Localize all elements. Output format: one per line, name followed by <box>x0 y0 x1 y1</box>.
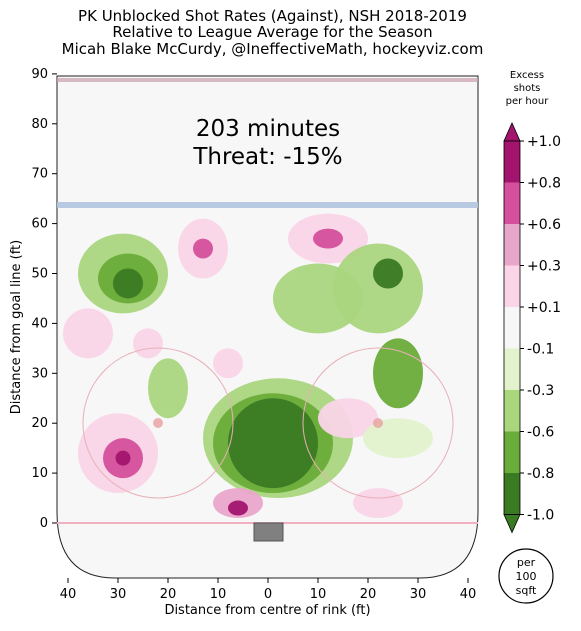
colorbar-label: +0.6 <box>527 217 561 233</box>
colorbar-label: +1.0 <box>527 134 561 150</box>
y-tick-label: 80 <box>31 117 48 132</box>
colorbar-label: +0.1 <box>527 300 561 316</box>
x-tick-label: 0 <box>264 587 272 602</box>
goal-net <box>253 522 284 542</box>
chart-title: PK Unblocked Shot Rates (Against), NSH 2… <box>78 7 467 25</box>
colorbar-title: Excess <box>510 70 544 81</box>
unit-badge: per 100 sqft <box>498 548 554 604</box>
x-tick-label: 40 <box>60 587 77 602</box>
colorbar-swatch <box>504 431 520 473</box>
y-axis: 0 10 20 30 40 50 60 70 80 90 <box>31 67 57 531</box>
heat-region <box>115 450 131 466</box>
heat-region <box>148 358 188 419</box>
colorbar-label: -0.3 <box>527 383 554 399</box>
colorbar-swatch <box>504 473 520 515</box>
rink-markings <box>57 78 478 542</box>
heat-region <box>373 258 403 289</box>
heat-region <box>228 398 318 489</box>
heat-region <box>353 488 403 519</box>
heat-region <box>313 228 343 249</box>
colorbar-label: -0.8 <box>527 466 554 482</box>
colorbar-label: -0.1 <box>527 342 554 358</box>
colorbar-label: -1.0 <box>527 508 554 524</box>
x-tick-label: 20 <box>360 587 377 602</box>
rink <box>56 75 479 579</box>
colorbar-title: per hour <box>506 96 550 107</box>
y-tick-label: 30 <box>31 366 48 381</box>
y-tick-label: 40 <box>31 316 48 331</box>
x-axis: 40 30 20 10 0 10 20 30 40 <box>60 578 477 602</box>
minutes-annotation: 203 minutes <box>196 116 340 142</box>
colorbar-swatch <box>504 141 520 183</box>
blue-line <box>57 202 478 208</box>
y-tick-label: 60 <box>31 217 48 232</box>
colorbar-swatch <box>504 307 520 349</box>
heat-layer <box>63 213 433 519</box>
faceoff-dot-left <box>153 418 163 428</box>
x-tick-label: 40 <box>460 587 477 602</box>
unit-badge-line-2: 100 <box>516 570 537 583</box>
y-tick-label: 70 <box>31 167 48 182</box>
y-tick-label: 20 <box>31 416 48 431</box>
colorbar-extend-bottom <box>503 514 521 534</box>
colorbar: Excess shots per hour +1.0 +0.8 +0.6 +0.3 +0.1 -… <box>503 70 561 534</box>
faceoff-circle-right <box>302 347 454 499</box>
colorbar-swatch <box>504 224 520 266</box>
colorbar-label: +0.8 <box>527 176 561 192</box>
threat-annotation: Threat: -15% <box>192 144 342 170</box>
faceoff-circle-left <box>82 347 234 499</box>
x-tick-label: 20 <box>160 587 177 602</box>
y-tick-label: 50 <box>31 267 48 282</box>
x-axis-label: Distance from centre of rink (ft) <box>164 603 370 618</box>
colorbar-label: +0.3 <box>527 259 561 275</box>
y-tick-label: 10 <box>31 466 48 481</box>
colorbar-extend-top <box>503 122 521 142</box>
heat-region <box>363 418 433 459</box>
unit-badge-line-1: per <box>517 556 536 569</box>
colorbar-swatch <box>504 390 520 432</box>
colorbar-swatch <box>504 348 520 390</box>
unit-badge-line-3: sqft <box>516 584 537 597</box>
x-tick-label: 30 <box>410 587 427 602</box>
heat-region <box>213 348 243 379</box>
chart-credit: Micah Blake McCurdy, @IneffectiveMath, h… <box>61 40 484 58</box>
heat-region <box>333 243 423 334</box>
colorbar-label: -0.6 <box>527 425 554 441</box>
heat-region <box>228 500 248 516</box>
x-tick-label: 10 <box>210 587 227 602</box>
chart-subtitle: Relative to League Average for the Seaso… <box>112 23 433 41</box>
colorbar-title: shots <box>514 83 541 94</box>
colorbar-swatch <box>504 265 520 307</box>
y-tick-label: 0 <box>40 516 48 531</box>
faceoff-dot-right <box>373 418 383 428</box>
heat-region <box>193 238 213 259</box>
heat-region <box>63 308 113 359</box>
red-line <box>57 78 478 82</box>
heat-region <box>113 268 143 299</box>
x-tick-label: 10 <box>310 587 327 602</box>
heat-region <box>318 398 378 439</box>
x-tick-label: 30 <box>110 587 127 602</box>
y-tick-label: 90 <box>31 67 48 82</box>
colorbar-swatch <box>504 182 520 224</box>
heat-region <box>373 338 423 409</box>
y-axis-label: Distance from goal line (ft) <box>9 240 24 414</box>
heat-region <box>133 328 163 359</box>
